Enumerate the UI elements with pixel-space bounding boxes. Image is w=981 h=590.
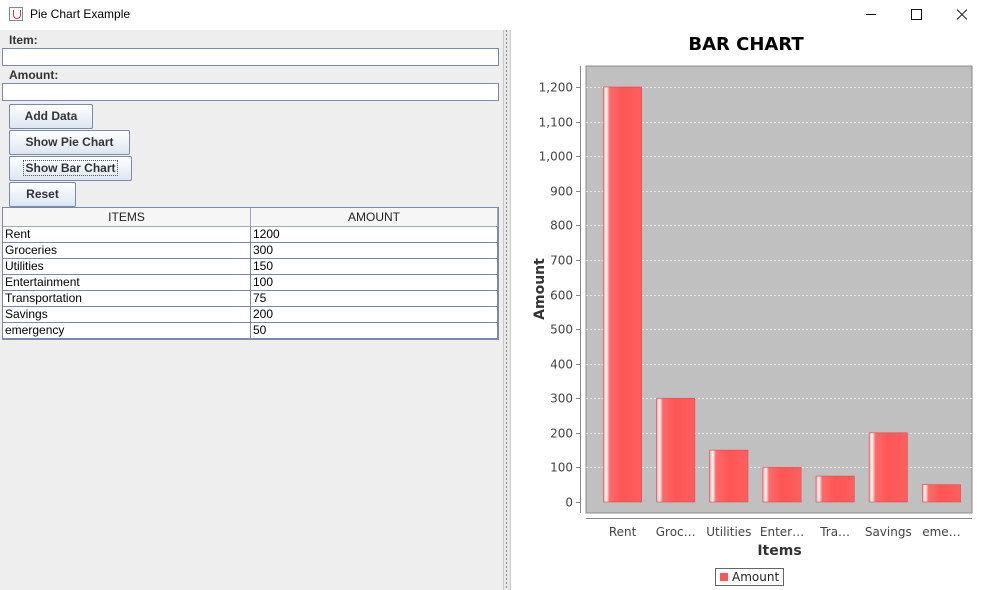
- split-pane-divider[interactable]: [503, 30, 511, 590]
- column-header-items[interactable]: ITEMS: [3, 208, 251, 227]
- maximize-button[interactable]: [893, 0, 939, 30]
- reset-button[interactable]: Reset: [9, 182, 76, 207]
- x-tick-label: Tra…: [819, 525, 850, 539]
- cell-item[interactable]: Groceries: [3, 243, 251, 259]
- x-axis-label: Items: [757, 543, 802, 559]
- y-tick-label: 500: [550, 323, 573, 337]
- plot-area: [585, 65, 973, 514]
- bar: [815, 475, 855, 503]
- cell-amount[interactable]: 75: [251, 291, 498, 307]
- chart-title: BAR CHART: [688, 34, 804, 55]
- cell-item[interactable]: Savings: [3, 307, 251, 323]
- legend-swatch: [720, 573, 728, 581]
- table-header: ITEMS AMOUNT: [3, 208, 498, 227]
- x-tick-label: Utilities: [706, 525, 751, 539]
- y-tick-label: 200: [550, 427, 573, 441]
- chart-panel: BAR CHART 0 100 200 300 400 500 600 700 800 900 1,…: [511, 30, 981, 590]
- table-row[interactable]: Savings 200: [3, 307, 498, 323]
- cell-item[interactable]: emergency: [3, 323, 251, 339]
- cell-amount[interactable]: 50: [251, 323, 498, 339]
- input-panel: Item: Amount: Add Data Show Pie Chart Sh…: [0, 30, 503, 590]
- y-tick-label: 700: [550, 254, 573, 268]
- show-pie-chart-button[interactable]: Show Pie Chart: [9, 130, 130, 155]
- bar: [709, 449, 749, 503]
- y-tick-label: 300: [550, 392, 573, 406]
- bar: [762, 467, 802, 503]
- x-tick-label: Rent: [609, 525, 637, 539]
- cell-amount[interactable]: 100: [251, 275, 498, 291]
- bar: [921, 484, 961, 503]
- bar-chart: 0 100 200 300 400 500 600 700 800 900 1,000 1,100 1,…: [539, 65, 973, 539]
- y-tick-label: 400: [550, 358, 573, 372]
- item-label: Item:: [9, 33, 38, 47]
- y-tick-label: 600: [550, 289, 573, 303]
- bar: [868, 432, 908, 503]
- cell-item[interactable]: Entertainment: [3, 275, 251, 291]
- cell-amount[interactable]: 1200: [251, 227, 498, 243]
- y-tick-label: 800: [550, 219, 573, 233]
- cell-item[interactable]: Utilities: [3, 259, 251, 275]
- x-tick-label: Groc…: [656, 525, 696, 539]
- window-title: Pie Chart Example: [30, 7, 131, 21]
- chart-legend: Amount: [715, 568, 785, 586]
- bar: [656, 397, 696, 503]
- cell-amount[interactable]: 150: [251, 259, 498, 275]
- column-header-amount[interactable]: AMOUNT: [251, 208, 498, 227]
- x-tick-label: Savings: [865, 525, 912, 539]
- table-row[interactable]: emergency 50: [3, 323, 498, 339]
- y-tick-label: 900: [550, 185, 573, 199]
- show-bar-chart-button[interactable]: Show Bar Chart: [9, 156, 132, 181]
- amount-input[interactable]: [2, 83, 499, 101]
- data-table[interactable]: ITEMS AMOUNT Rent 1200 Groceries 300 Uti…: [2, 207, 499, 340]
- table-row[interactable]: Entertainment 100: [3, 275, 498, 291]
- y-axis-label-text: Amount: [531, 258, 548, 320]
- y-tick-label: 100: [550, 461, 573, 475]
- table-row[interactable]: Transportation 75: [3, 291, 498, 307]
- add-data-button[interactable]: Add Data: [9, 104, 93, 129]
- y-tick-label: 1,000: [539, 150, 573, 164]
- cell-item[interactable]: Transportation: [3, 291, 251, 307]
- y-tick-label: 0: [565, 496, 573, 510]
- item-input[interactable]: [2, 48, 499, 66]
- cell-amount[interactable]: 200: [251, 307, 498, 323]
- show-bar-chart-label: Show Bar Chart: [23, 160, 118, 176]
- y-tick-label: 1,100: [539, 116, 573, 130]
- java-app-icon: [9, 7, 23, 21]
- close-button[interactable]: [938, 0, 981, 30]
- cell-amount[interactable]: 300: [251, 243, 498, 259]
- table-row[interactable]: Utilities 150: [3, 259, 498, 275]
- amount-label: Amount:: [9, 68, 59, 82]
- bar: [603, 86, 643, 503]
- cell-item[interactable]: Rent: [3, 227, 251, 243]
- x-tick-label: eme…: [922, 525, 960, 539]
- minimize-button[interactable]: [848, 0, 894, 30]
- table-row[interactable]: Rent 1200: [3, 227, 498, 243]
- y-tick-label: 1,200: [539, 81, 573, 95]
- legend-label: Amount: [732, 570, 780, 584]
- table-row[interactable]: Groceries 300: [3, 243, 498, 259]
- title-bar: Pie Chart Example: [0, 0, 981, 30]
- x-tick-label: Enter…: [760, 525, 804, 539]
